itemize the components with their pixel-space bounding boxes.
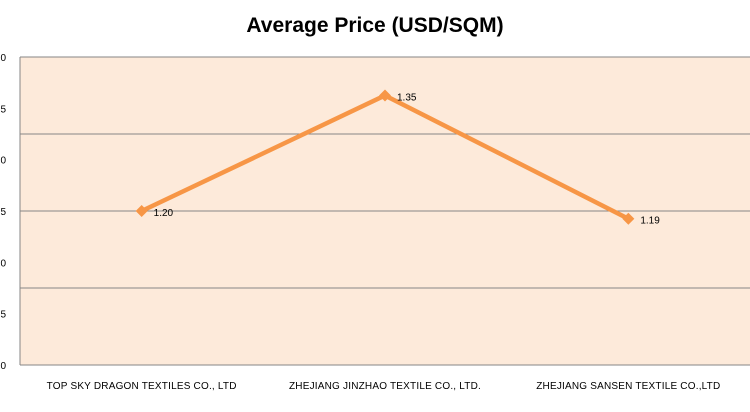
y-axis-tick-labels: 0 5 0 5 0 5 0 (0, 53, 6, 372)
y-tick-label: 5 (0, 104, 6, 115)
x-axis-category-labels: TOP SKY DRAGON TEXTILES CO., LTD ZHEJIANG… (47, 381, 721, 392)
data-label: 1.19 (640, 216, 660, 227)
y-tick-label: 5 (0, 207, 6, 218)
y-tick-label: 5 (0, 310, 6, 321)
y-tick-label: 0 (0, 361, 6, 372)
data-point-marker (622, 212, 635, 225)
gridlines (19, 56, 750, 366)
y-tick-label: 0 (0, 53, 6, 64)
chart-title: Average Price (USD/SQM) (246, 14, 504, 37)
markers-group (135, 89, 635, 225)
data-label: 1.35 (397, 93, 417, 104)
x-category-label: ZHEJIANG SANSEN TEXTILE CO.,LTD (536, 381, 720, 392)
y-tick-label: 0 (0, 258, 6, 269)
data-label: 1.20 (154, 208, 174, 219)
data-point-marker (379, 89, 391, 102)
data-labels-group: 1.20 1.35 1.19 (154, 93, 661, 227)
x-category-label: TOP SKY DRAGON TEXTILES CO., LTD (47, 381, 237, 392)
y-tick-label: 0 (0, 156, 6, 167)
data-point-marker (135, 205, 148, 217)
x-category-label: ZHEJIANG JINZHAO TEXTILE CO., LTD. (289, 381, 481, 392)
